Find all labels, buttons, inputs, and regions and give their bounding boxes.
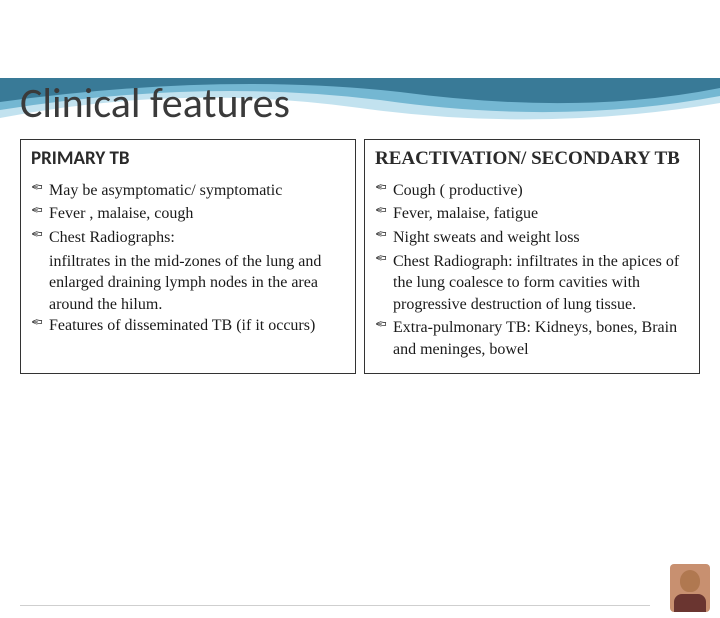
- footer-divider: [20, 605, 650, 606]
- list-item: Cough ( productive): [375, 180, 689, 202]
- list-item: Chest Radiograph: infiltrates in the api…: [375, 251, 689, 316]
- list-item: Night sweats and weight loss: [375, 227, 689, 249]
- list-item: Chest Radiographs:: [31, 227, 345, 249]
- list-item: Features of disseminated TB (if it occur…: [31, 315, 345, 337]
- list-secondary: Cough ( productive) Fever, malaise, fati…: [375, 180, 689, 361]
- slide-title: Clinical features: [20, 78, 700, 129]
- list-item: May be asymptomatic/ symptomatic: [31, 180, 345, 202]
- column-primary-tb: PRIMARY TB May be asymptomatic/ symptoma…: [20, 139, 356, 374]
- presenter-avatar: [670, 564, 710, 612]
- list-primary: May be asymptomatic/ symptomatic Fever ,…: [31, 180, 345, 249]
- columns-container: PRIMARY TB May be asymptomatic/ symptoma…: [20, 139, 700, 374]
- list-primary-cont: Features of disseminated TB (if it occur…: [31, 315, 345, 337]
- slide-content: Clinical features PRIMARY TB May be asym…: [0, 78, 720, 374]
- list-item: Fever, malaise, fatigue: [375, 203, 689, 225]
- list-item: Extra-pulmonary TB: Kidneys, bones, Brai…: [375, 317, 689, 360]
- heading-secondary: REACTIVATION/ SECONDARY TB: [375, 148, 689, 170]
- column-secondary-tb: REACTIVATION/ SECONDARY TB Cough ( produ…: [364, 139, 700, 374]
- heading-primary: PRIMARY TB: [31, 148, 345, 170]
- sub-text: infiltrates in the mid-zones of the lung…: [31, 251, 345, 316]
- list-item: Fever , malaise, cough: [31, 203, 345, 225]
